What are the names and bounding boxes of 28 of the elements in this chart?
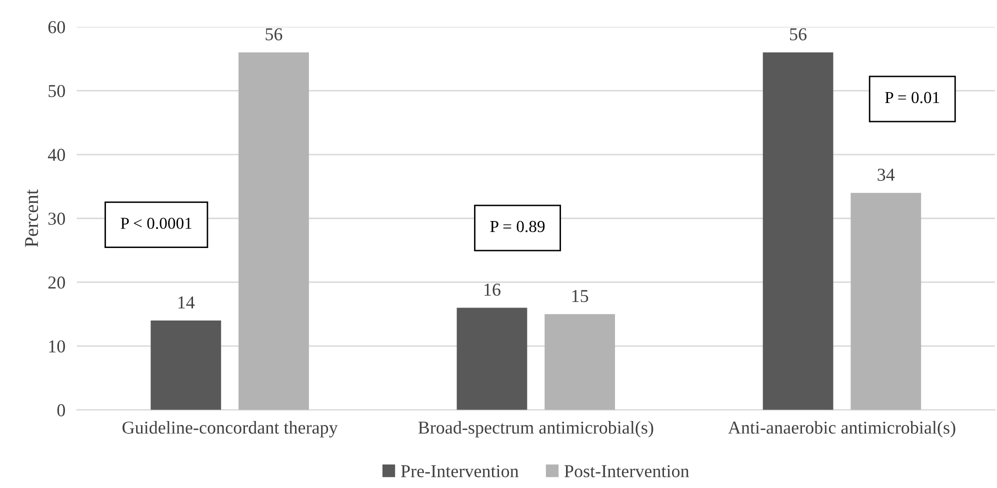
annotation: P = 0.89 <box>490 220 545 232</box>
data-label: 56 <box>266 28 282 40</box>
y-axis-title: Percent <box>25 189 38 247</box>
bar <box>762 52 834 410</box>
data-label: 14 <box>178 296 195 308</box>
data-label: 34 <box>878 168 895 181</box>
annotation: P < 0.0001 <box>120 218 192 230</box>
annotation: P = 0.01 <box>885 92 940 104</box>
y-tick-label: 50 <box>48 84 65 98</box>
x-tick-label: Guideline-concordant therapy <box>122 421 338 438</box>
data-label: 16 <box>484 284 500 296</box>
y-tick-label: 40 <box>48 148 65 161</box>
data-label: 56 <box>790 28 807 40</box>
y-tick-label: 20 <box>48 276 65 289</box>
y-tick-label: 0 <box>57 404 65 416</box>
x-tick-label: Broad-spectrum antimicrobial(s) <box>418 421 654 438</box>
bar <box>150 320 222 410</box>
y-tick-label: 60 <box>48 21 65 34</box>
x-tick-label: Anti-anaerobic antimicrobial(s) <box>728 421 956 438</box>
y-tick-label: 10 <box>49 340 65 353</box>
legend-label: Post-Intervention <box>564 465 690 478</box>
data-label: 15 <box>572 290 588 302</box>
bar <box>544 314 616 410</box>
y-tick-label: 30 <box>48 212 65 225</box>
bar <box>850 192 922 410</box>
legend-label: Pre-Intervention <box>401 465 519 478</box>
bar <box>456 308 528 410</box>
bar <box>238 52 309 410</box>
